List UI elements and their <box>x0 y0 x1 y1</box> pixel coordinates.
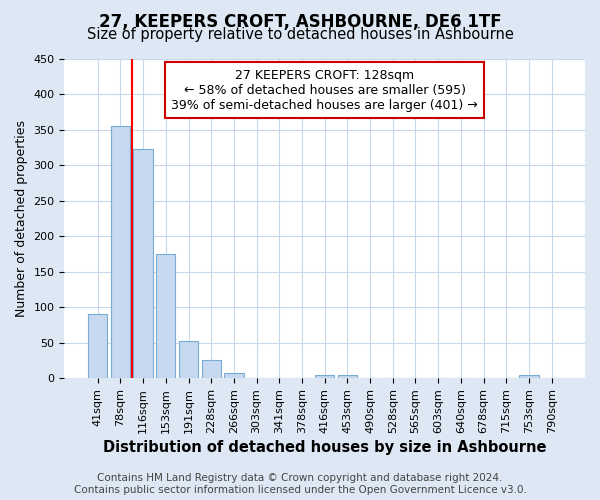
Bar <box>111 126 130 378</box>
Bar <box>520 374 539 378</box>
X-axis label: Distribution of detached houses by size in Ashbourne: Distribution of detached houses by size … <box>103 440 547 455</box>
Text: Contains HM Land Registry data © Crown copyright and database right 2024.
Contai: Contains HM Land Registry data © Crown c… <box>74 474 526 495</box>
Bar <box>179 340 198 378</box>
Bar <box>224 372 244 378</box>
Text: 27, KEEPERS CROFT, ASHBOURNE, DE6 1TF: 27, KEEPERS CROFT, ASHBOURNE, DE6 1TF <box>98 12 502 30</box>
Bar <box>156 254 175 378</box>
Bar <box>202 360 221 378</box>
Bar <box>338 374 357 378</box>
Text: 27 KEEPERS CROFT: 128sqm
← 58% of detached houses are smaller (595)
39% of semi-: 27 KEEPERS CROFT: 128sqm ← 58% of detach… <box>172 68 478 112</box>
Y-axis label: Number of detached properties: Number of detached properties <box>15 120 28 317</box>
Bar <box>315 374 334 378</box>
Text: Size of property relative to detached houses in Ashbourne: Size of property relative to detached ho… <box>86 28 514 42</box>
Bar <box>133 149 153 378</box>
Bar <box>88 314 107 378</box>
